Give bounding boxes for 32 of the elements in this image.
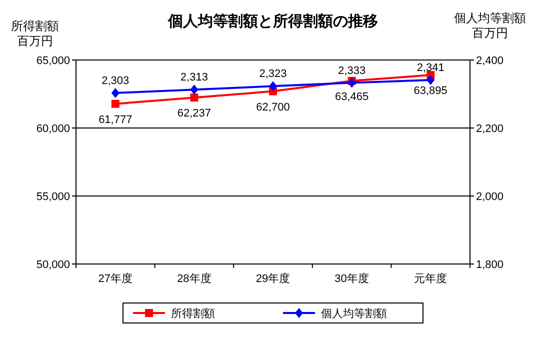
text: 百万円 xyxy=(472,26,508,40)
data-label: 2,333 xyxy=(338,64,366,77)
point xyxy=(111,100,120,108)
data-label: 2,313 xyxy=(180,72,208,84)
y-tick-label: 65,000 xyxy=(36,55,70,67)
data-label: 62,700 xyxy=(256,101,290,114)
data-label: 62,237 xyxy=(177,108,212,120)
data-label: 63,465 xyxy=(334,90,369,103)
y-tick-label: 50,000 xyxy=(36,259,70,271)
y2-axis-title: 個人均等割額 xyxy=(454,11,526,25)
text: 百万円 xyxy=(17,34,53,48)
data-label: 61,777 xyxy=(98,114,132,126)
x-tick-label: 29年度 xyxy=(256,272,290,285)
y2-tick-label: 2,200 xyxy=(476,123,504,135)
chart-title: 個人均等割額と所得割額の推移 xyxy=(167,13,378,30)
y-axis-title: 所得割額 xyxy=(11,19,59,33)
legend-label: 個人均等割額 xyxy=(321,307,387,320)
y2-tick-label: 2,000 xyxy=(476,191,504,203)
data-label: 2,341 xyxy=(416,62,444,74)
y2-tick-label: 1,800 xyxy=(476,259,504,271)
x-tick-label: 28年度 xyxy=(177,272,212,285)
y-tick-label: 60,000 xyxy=(36,123,70,135)
data-label: 2,323 xyxy=(259,68,287,80)
data-label: 63,895 xyxy=(414,85,448,98)
x-tick-label: 元年度 xyxy=(414,272,448,285)
x-tick-label: 27年度 xyxy=(98,272,133,285)
y-tick-label: 55,000 xyxy=(36,191,70,203)
legend-label: 所得割額 xyxy=(171,307,215,320)
point xyxy=(190,94,198,102)
data-label: 2,303 xyxy=(102,74,130,87)
x-tick-label: 30年度 xyxy=(334,272,369,285)
y2-tick-label: 2,400 xyxy=(476,55,504,67)
